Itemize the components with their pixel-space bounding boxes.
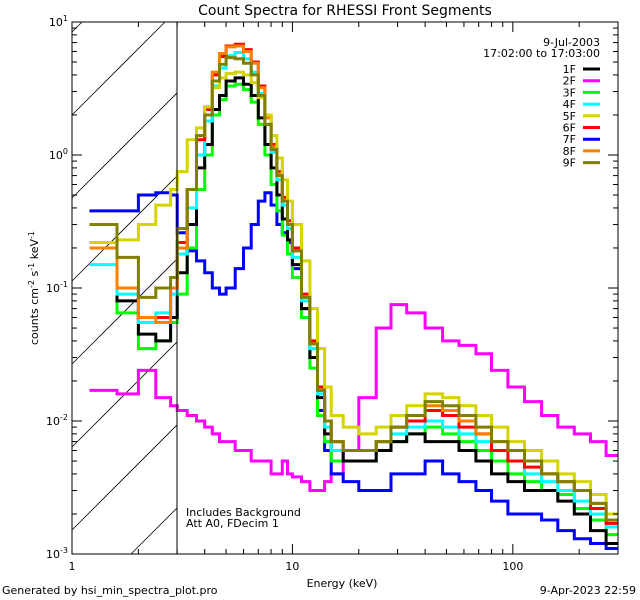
chart-title: Count Spectra for RHESSI Front Segments (198, 3, 492, 19)
date-label: 9-Jul-2003 (543, 36, 600, 49)
y-tick-exponent: -2 (60, 413, 68, 422)
y-tick-base: 10 (46, 282, 60, 295)
series-9F (89, 56, 618, 522)
generated-by-footer: Generated by hsi_min_spectra_plot.pro (2, 584, 218, 597)
annotation-background: Includes Background (186, 506, 301, 519)
y-label-mid2: keV (28, 239, 41, 263)
x-tick-label: 1 (69, 560, 76, 573)
y-tick-exponent: 0 (63, 147, 68, 156)
x-tick-label: 100 (502, 560, 523, 573)
legend-label-9F: 9F (563, 157, 576, 170)
hatch-line (71, 92, 178, 199)
legend-label-8F: 8F (563, 145, 576, 158)
series-4F (89, 51, 618, 529)
y-tick-base: 10 (46, 548, 60, 561)
legend-label-3F: 3F (563, 86, 576, 99)
y-tick-exponent: -1 (60, 280, 68, 289)
annotation-attenuator: Att A0, FDecim 1 (186, 517, 279, 530)
timestamp-footer: 9-Apr-2023 22:59 (540, 584, 636, 597)
hatch-line (71, 21, 83, 33)
x-axis-label: Energy (keV) (307, 577, 378, 590)
y-tick-label: 10-1 (46, 280, 68, 295)
y-tick-label: 100 (49, 147, 68, 162)
time-range-label: 17:02:00 to 17:03:00 (483, 47, 600, 60)
y-tick-label: 10-3 (46, 546, 68, 561)
series-7F (89, 191, 618, 550)
y-tick-label: 101 (49, 14, 68, 29)
hatch-line (130, 507, 178, 555)
y-label-exp2: -1 (27, 263, 36, 271)
legend-label-6F: 6F (563, 122, 576, 135)
y-tick-label: 10-2 (46, 413, 68, 428)
hatch-line (71, 424, 178, 531)
y-label-exp1: -2 (27, 280, 36, 288)
legend-label-7F: 7F (563, 133, 576, 146)
series-8F (89, 44, 618, 522)
y-label-mid: s (28, 270, 41, 279)
y-tick-base: 10 (46, 415, 60, 428)
legend-label-4F: 4F (563, 98, 576, 111)
y-label-exp3: -1 (27, 231, 36, 239)
y-axis-label: counts cm-2 s-1 keV-1 (27, 231, 41, 345)
legend-label-2F: 2F (563, 75, 576, 88)
x-tick-label: 10 (285, 560, 299, 573)
legend-label-5F: 5F (563, 110, 576, 123)
legend-label-1F: 1F (563, 63, 576, 76)
y-tick-exponent: 1 (63, 14, 68, 23)
y-tick-exponent: -3 (60, 546, 68, 555)
y-label-main: counts cm (28, 288, 41, 345)
hatch-line (71, 21, 166, 116)
series-2F (89, 303, 618, 492)
y-tick-base: 10 (49, 149, 63, 162)
y-tick-base: 10 (49, 16, 63, 29)
series-5F (89, 70, 618, 516)
